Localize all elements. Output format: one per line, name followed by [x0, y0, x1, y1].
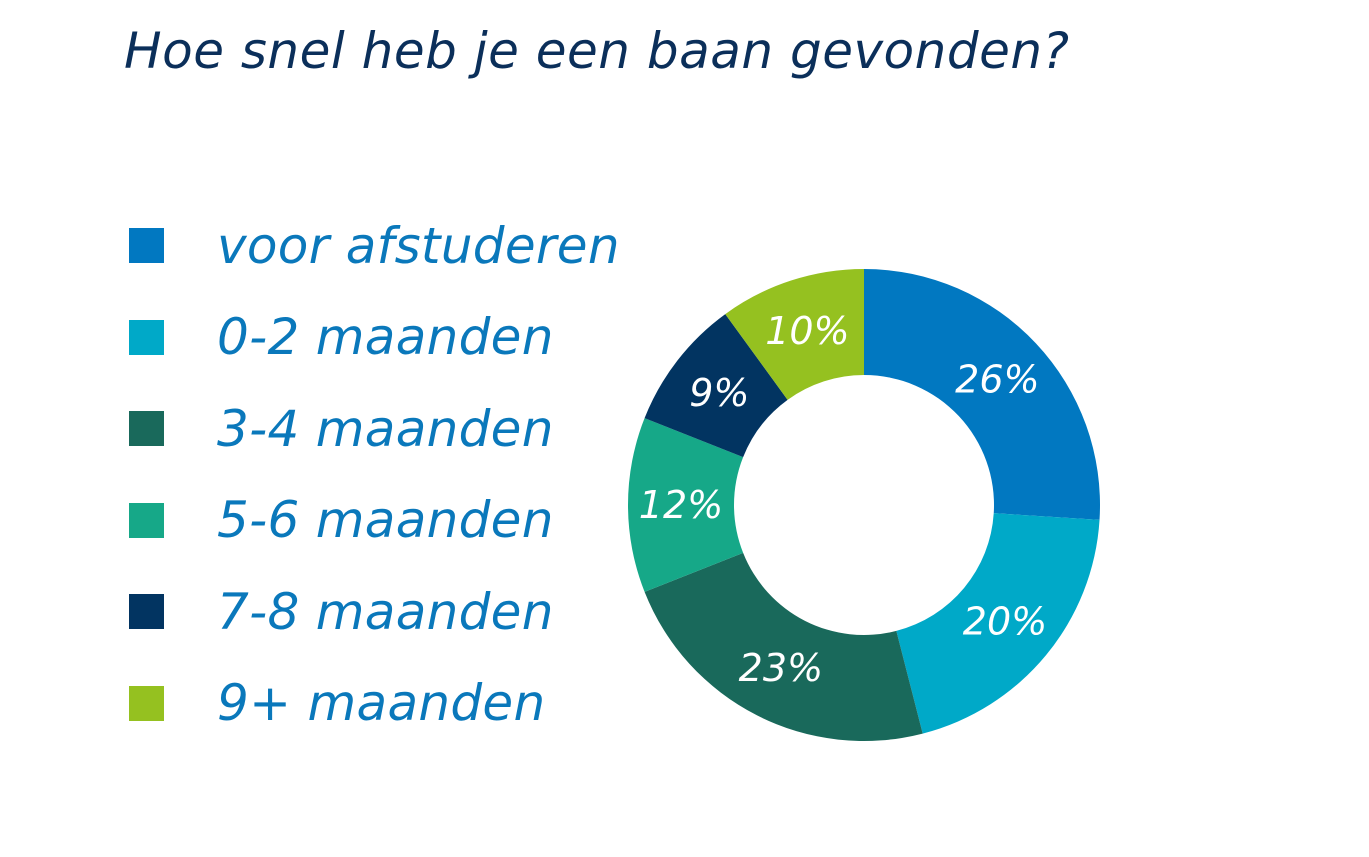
- legend-item: 7-8 maanden: [129, 566, 620, 658]
- donut-slice: [864, 269, 1100, 520]
- legend-label: 0-2 maanden: [217, 308, 554, 367]
- legend-label: 5-6 maanden: [217, 491, 554, 550]
- legend-swatch: [129, 685, 164, 721]
- legend-item: 0-2 maanden: [129, 292, 620, 384]
- donut-slice: [896, 513, 1100, 734]
- slice-value-label: 12%: [639, 483, 723, 527]
- slice-value-label: 26%: [955, 358, 1039, 402]
- legend-item: 3-4 maanden: [129, 383, 620, 475]
- legend-item: voor afstuderen: [129, 200, 620, 292]
- legend-label: 7-8 maanden: [217, 582, 554, 641]
- donut-slice: [644, 552, 923, 741]
- slice-value-label: 10%: [765, 309, 849, 353]
- donut-slice: [725, 269, 864, 400]
- legend-label: voor afstuderen: [217, 216, 620, 275]
- legend-label: 9+ maanden: [217, 674, 546, 733]
- legend-item: 5-6 maanden: [129, 475, 620, 567]
- legend-swatch: [129, 502, 164, 538]
- legend: voor afstuderen 0-2 maanden 3-4 maanden …: [129, 200, 620, 749]
- chart-title: Hoe snel heb je een baan gevonden?: [124, 22, 1070, 80]
- slice-value-label: 20%: [963, 600, 1047, 644]
- legend-swatch: [129, 411, 164, 447]
- legend-label: 3-4 maanden: [217, 399, 554, 458]
- legend-item: 9+ maanden: [129, 658, 620, 750]
- slice-value-label: 9%: [689, 371, 749, 415]
- donut-slice: [628, 418, 744, 592]
- slice-value-label: 23%: [739, 646, 823, 690]
- legend-swatch: [129, 228, 164, 264]
- legend-swatch: [129, 319, 164, 355]
- legend-swatch: [129, 594, 164, 630]
- donut-slice: [644, 314, 788, 458]
